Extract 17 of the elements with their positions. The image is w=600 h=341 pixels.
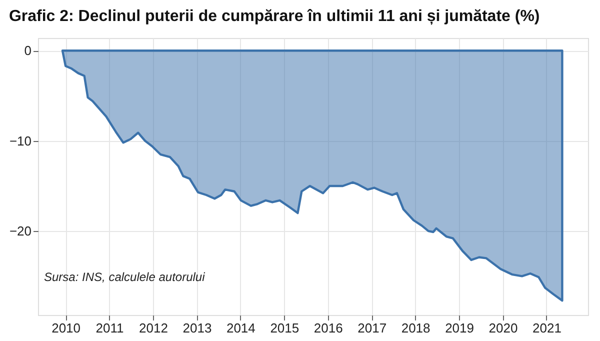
x-tick-label: 2013 xyxy=(182,320,212,336)
x-tick-label: 2014 xyxy=(226,320,256,336)
x-tick-label: 2017 xyxy=(358,320,387,336)
x-tick-label: 2016 xyxy=(314,320,343,336)
y-tick-label: −10 xyxy=(9,133,32,148)
x-tick-label: 2010 xyxy=(52,320,81,336)
x-tick-label: 2015 xyxy=(270,320,300,336)
x-tick-label: 2020 xyxy=(488,320,518,336)
y-tick-label: 0 xyxy=(24,43,32,58)
annotation: Sursa: INS, calculele autorului xyxy=(44,270,206,284)
x-tick-label: 2011 xyxy=(96,320,124,336)
x-tick-label: 2012 xyxy=(139,320,168,336)
x-tick-label: 2018 xyxy=(401,320,430,336)
chart-title: Grafic 2: Declinul puterii de cumpărare în ultimii 11 ani și jumătate (%) xyxy=(8,8,540,25)
x-tick-label: 2021 xyxy=(532,320,562,336)
y-tick-label: −20 xyxy=(9,224,32,239)
x-tick-label: 2019 xyxy=(445,320,474,336)
